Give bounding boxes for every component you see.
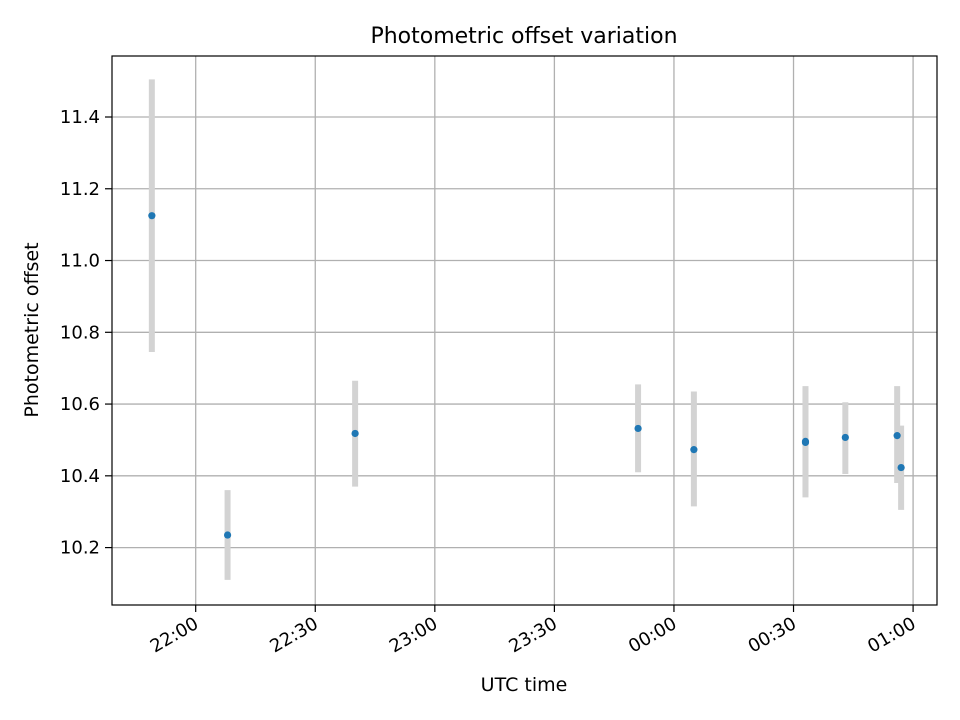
- x-tick-label: 22:30: [266, 613, 321, 657]
- data-point: [148, 212, 156, 220]
- y-tick-label: 11.2: [60, 179, 100, 200]
- data-points: [148, 212, 905, 539]
- data-point: [893, 432, 901, 440]
- x-tick-label: 00:00: [625, 613, 680, 657]
- x-tick-label: 23:00: [386, 613, 441, 657]
- x-axis-label: UTC time: [481, 674, 568, 696]
- data-point: [801, 438, 810, 447]
- chart-title: Photometric offset variation: [370, 24, 677, 49]
- y-axis-label: Photometric offset: [21, 242, 43, 417]
- y-axis-ticks: 10.2 10.4 10.6 10.8 11.0 11.2 11.4: [60, 107, 112, 559]
- x-tick-label: 00:30: [745, 613, 800, 657]
- y-tick-label: 10.6: [60, 394, 100, 415]
- y-tick-label: 10.4: [60, 466, 100, 487]
- data-point: [897, 463, 905, 472]
- plot-frame: [111, 55, 938, 606]
- data-point: [690, 446, 698, 454]
- error-bars: [148, 79, 905, 580]
- data-point: [841, 433, 849, 442]
- y-tick-label: 10.8: [60, 322, 100, 343]
- data-point: [351, 429, 359, 438]
- data-point: [223, 531, 232, 539]
- y-tick-label: 11.4: [60, 107, 100, 128]
- grid: [112, 56, 937, 605]
- x-tick-label: 23:30: [505, 613, 560, 657]
- x-tick-label: 01:00: [864, 613, 919, 657]
- x-tick-label: 22:00: [147, 613, 202, 657]
- y-tick-label: 10.2: [60, 538, 100, 559]
- y-tick-label: 11.0: [60, 251, 100, 272]
- x-axis-ticks: 22:00 22:30 23:00 23:30 00:00 00:30 01:00: [147, 605, 920, 657]
- data-point: [634, 424, 642, 433]
